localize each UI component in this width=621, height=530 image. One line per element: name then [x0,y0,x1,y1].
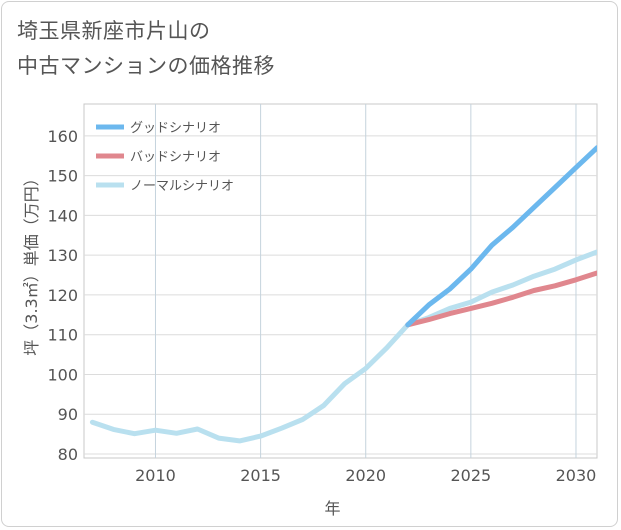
y-tick-label-80: 80 [58,445,78,464]
chart-title-line-2: 中古マンションの価格推移 [17,54,275,78]
legend-label-normal: ノーマルシナリオ [130,179,234,194]
y-tick-label-110: 110 [47,326,78,345]
y-tick-label-140: 140 [47,206,78,225]
chart-title: 埼玉県新座市片山の 中古マンションの価格推移 [17,14,275,84]
series-line-normal [89,249,597,444]
x-tick-label-2015: 2015 [240,466,281,485]
legend-label-good: グッドシナリオ [130,121,221,136]
y-tick-label-160: 160 [47,127,78,146]
x-axis-title: 年 [324,499,340,518]
series-line-good [405,145,597,328]
y-tick-label-100: 100 [47,365,78,384]
y-tick-label-120: 120 [47,286,78,305]
x-tick-label-2010: 2010 [135,466,176,485]
plot-area [83,103,598,459]
series-line-bad [405,270,597,328]
x-tick-label-2030: 2030 [556,466,597,485]
y-tick-label-150: 150 [47,167,78,186]
x-tick-label-2020: 2020 [345,466,386,485]
chart-title-line-1: 埼玉県新座市片山の [17,19,211,43]
legend-label-bad: バッドシナリオ [130,150,221,165]
y-tick-label-90: 90 [58,405,78,424]
x-tick-label-2025: 2025 [450,466,491,485]
y-axis-title: 坪（3.3㎡）単価（万円） [22,170,41,355]
y-tick-label-130: 130 [47,246,78,265]
